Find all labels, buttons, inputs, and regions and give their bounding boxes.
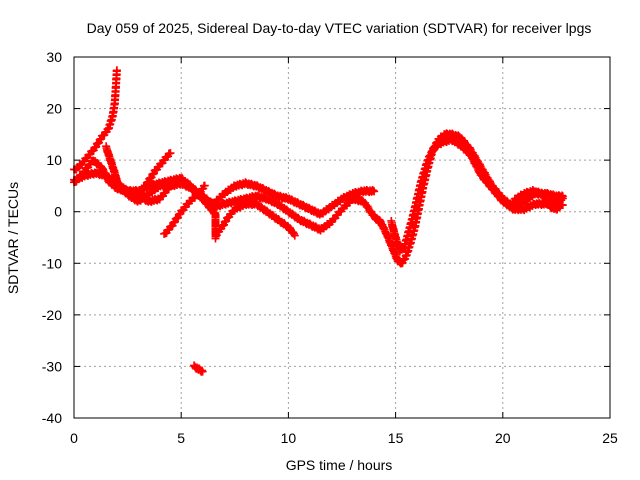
chart-title: Day 059 of 2025, Sidereal Day-to-day VTE… bbox=[87, 20, 592, 36]
series-trace-i bbox=[387, 134, 567, 256]
data-point bbox=[370, 187, 379, 196]
data-point bbox=[200, 181, 209, 190]
data-point bbox=[112, 66, 121, 75]
grid-layer bbox=[74, 57, 610, 418]
y-tick-label: 30 bbox=[46, 49, 62, 65]
x-tick-label: 5 bbox=[177, 430, 185, 446]
x-tick-label: 25 bbox=[602, 430, 618, 446]
y-tick-label: -20 bbox=[42, 307, 62, 323]
y-tick-label: -30 bbox=[42, 358, 62, 374]
series-trace-f bbox=[160, 181, 209, 238]
y-tick-label: -10 bbox=[42, 255, 62, 271]
data-point bbox=[198, 367, 207, 376]
y-tick-label: 10 bbox=[46, 152, 62, 168]
data-point bbox=[290, 231, 299, 240]
y-tick-label: -40 bbox=[42, 410, 62, 426]
tick-layer: 0 5 10 15 20 25 30 20 10 0 -10 -20 -30 -40 bbox=[42, 49, 618, 446]
series-layer bbox=[70, 66, 567, 376]
x-tick-label: 15 bbox=[388, 430, 404, 446]
x-tick-label: 20 bbox=[495, 430, 511, 446]
x-axis-label: GPS time / hours bbox=[286, 457, 393, 473]
series-trace-e bbox=[134, 149, 175, 200]
series-trace-j bbox=[505, 186, 567, 214]
y-axis-label: SDTVAR / TECUs bbox=[5, 182, 21, 294]
data-point bbox=[558, 194, 567, 203]
y-tick-label: 20 bbox=[46, 101, 62, 117]
series-trace-g bbox=[190, 361, 207, 376]
x-tick-label: 0 bbox=[70, 430, 78, 446]
series-trace-b bbox=[70, 66, 121, 174]
data-point bbox=[558, 201, 567, 210]
plot-frame bbox=[73, 56, 611, 419]
x-tick-label: 10 bbox=[281, 430, 297, 446]
data-point bbox=[166, 149, 175, 158]
y-tick-label: 0 bbox=[54, 204, 62, 220]
